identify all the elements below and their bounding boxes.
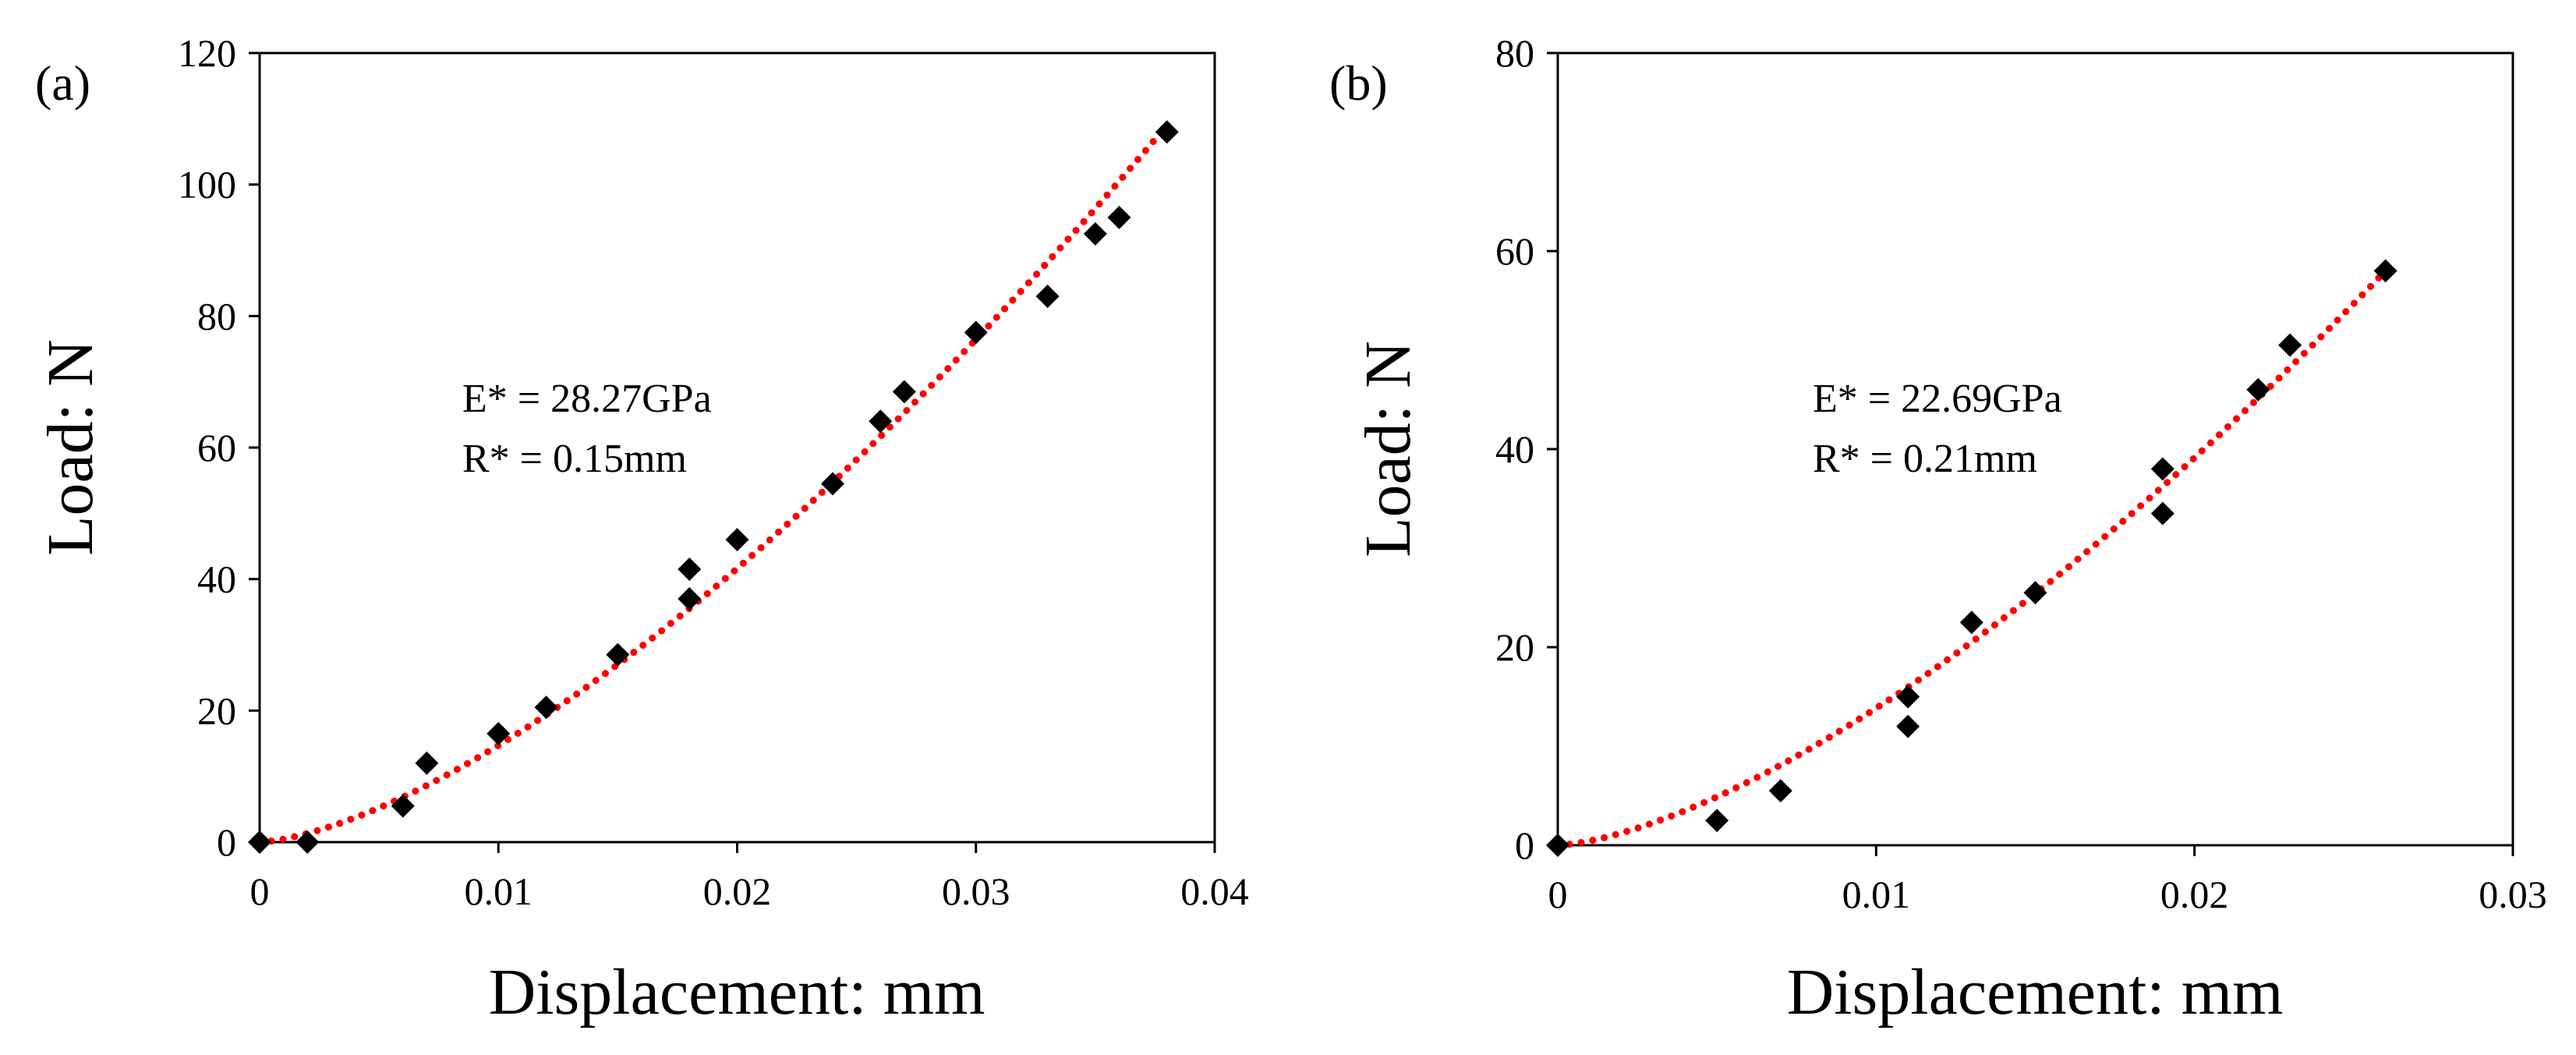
data-point [1107, 205, 1131, 229]
y-tick-label: 40 [197, 558, 236, 601]
data-point [821, 472, 844, 496]
annotation-modulus: E* = 22.69GPa [1813, 377, 2062, 421]
data-point [2246, 377, 2270, 402]
x-tick-label: 0.04 [1180, 869, 1249, 913]
data-point [1546, 834, 1569, 857]
x-tick-label: 0.02 [2160, 873, 2229, 916]
y-tick-label: 0 [217, 820, 236, 864]
x-tick-label: 0 [1548, 873, 1568, 916]
y-tick-label: 80 [197, 294, 236, 338]
y-tick-label: 80 [1495, 31, 1534, 75]
data-point [248, 830, 271, 854]
data-point [295, 830, 320, 854]
y-tick-label: 100 [178, 163, 236, 207]
data-point [725, 528, 749, 552]
annotation-radius: R* = 0.21mm [1813, 437, 2037, 481]
y-tick-label: 20 [1495, 625, 1534, 669]
x-tick-label: 0.03 [2479, 873, 2547, 916]
chart-panel-b: (b) E* = 22.69GPa R* = 0.21mm Displaceme… [1329, 31, 2547, 1028]
data-point [1768, 779, 1792, 803]
data-point [1959, 611, 1983, 635]
data-point [1705, 809, 1729, 833]
x-axis-label: Displacement: mm [489, 956, 985, 1028]
data-point [678, 558, 702, 582]
data-point [2373, 259, 2397, 283]
y-tick-label: 60 [1495, 229, 1534, 273]
data-point [2023, 581, 2047, 605]
data-point [391, 794, 415, 818]
data-point [869, 409, 893, 434]
fit-curve [256, 122, 1171, 846]
panel-label: (b) [1329, 55, 1388, 111]
data-point [1083, 221, 1107, 246]
data-point [606, 643, 630, 667]
data-point [1896, 714, 1920, 738]
x-tick-label: 0.01 [1842, 873, 1911, 916]
data-point [892, 380, 916, 404]
data-point [678, 586, 702, 611]
y-tick-label: 0 [1515, 823, 1534, 867]
y-tick-label: 20 [197, 689, 236, 732]
data-point [487, 721, 511, 745]
x-tick-label: 0.03 [942, 869, 1010, 913]
chart-panel-a: (a) E* = 28.27GPa R* = 0.15mm Displaceme… [34, 31, 1249, 1028]
panel-label: (a) [35, 55, 90, 111]
data-point [534, 696, 558, 720]
annotation-modulus: E* = 28.27GPa [462, 377, 712, 421]
data-point [415, 751, 439, 775]
data-point [1035, 285, 1060, 309]
y-tick-label: 60 [197, 426, 236, 469]
y-tick-label: 40 [1495, 427, 1534, 471]
y-axis-label: Load: N [1352, 341, 1424, 558]
x-tick-label: 0.02 [703, 869, 772, 913]
x-tick-label: 0 [250, 869, 270, 913]
x-tick-label: 0.01 [465, 869, 533, 913]
fit-curve [1554, 267, 2390, 849]
y-axis-label: Load: N [34, 339, 107, 556]
data-point [1155, 120, 1179, 144]
data-point [2150, 501, 2174, 526]
data-point [964, 320, 988, 345]
annotation-radius: R* = 0.15mm [462, 437, 687, 481]
data-point [1896, 685, 1920, 709]
y-tick-label: 120 [178, 31, 236, 75]
data-point [2278, 333, 2302, 357]
x-axis-label: Displacement: mm [1787, 956, 2284, 1028]
plot-frame [258, 51, 1216, 844]
data-point [2150, 457, 2174, 481]
